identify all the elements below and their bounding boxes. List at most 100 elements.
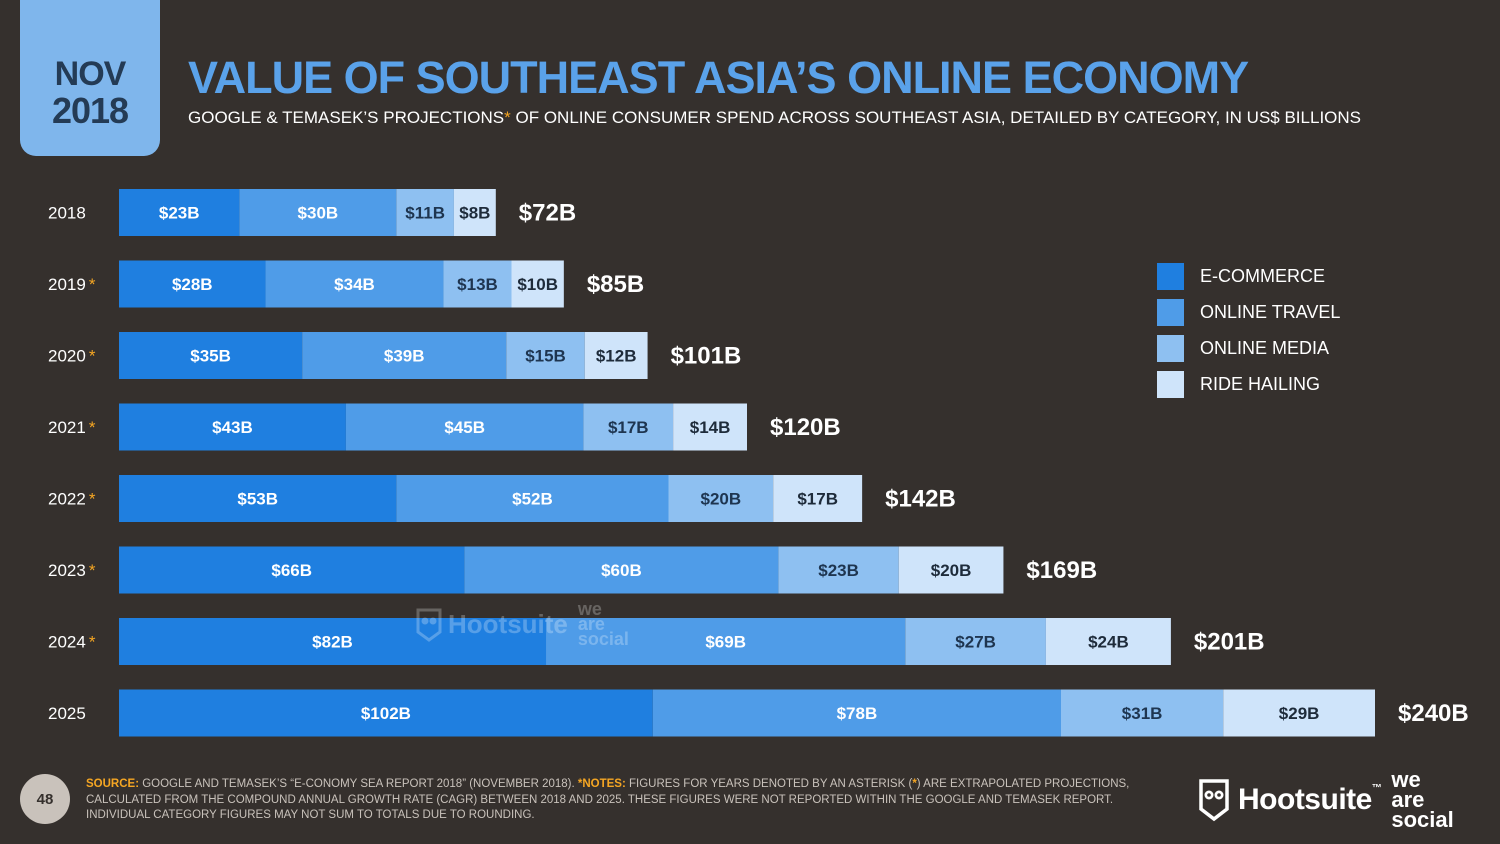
watermark-we: we bbox=[577, 599, 602, 619]
segment-value-label: $20B bbox=[701, 490, 742, 509]
legend-swatch bbox=[1157, 262, 1184, 290]
segment-value-label: $35B bbox=[190, 347, 231, 366]
legend-item: E-COMMERCE bbox=[1157, 258, 1340, 294]
bar-segment bbox=[119, 475, 397, 522]
segment-value-label: $11B bbox=[405, 204, 445, 223]
hootsuite-wordmark: Hootsuite bbox=[1238, 783, 1372, 816]
year-label: 2018 bbox=[48, 204, 86, 223]
bar-segment bbox=[119, 403, 346, 451]
bar-segment bbox=[652, 689, 1061, 737]
bar-segment bbox=[668, 475, 774, 522]
bar-segment bbox=[119, 332, 303, 379]
segment-value-label: $17B bbox=[608, 418, 649, 437]
segment-value-label: $17B bbox=[797, 490, 838, 509]
bar-total-label: $201B bbox=[1194, 629, 1265, 656]
bar-total-label: $120B bbox=[770, 414, 841, 441]
segment-value-label: $78B bbox=[837, 704, 878, 723]
legend-item: ONLINE TRAVEL bbox=[1157, 294, 1340, 330]
bar-segment bbox=[453, 189, 496, 236]
bar-segment bbox=[119, 618, 547, 665]
badge-month: NOV bbox=[54, 55, 127, 93]
bar-total-label: $169B bbox=[1026, 557, 1097, 584]
bar-segment bbox=[584, 332, 648, 379]
bar-segment bbox=[511, 260, 564, 308]
source-label: SOURCE: bbox=[86, 778, 140, 790]
bar-segment bbox=[506, 332, 585, 379]
year-label: 2025 bbox=[48, 704, 86, 723]
brand-logos: Hootsuite™ we are social bbox=[1198, 769, 1454, 832]
legend-label: RIDE HAILING bbox=[1200, 373, 1321, 394]
segment-value-label: $53B bbox=[237, 490, 278, 509]
stacked-bar-chart: 2018 $23B $30B $11B $8B $72B 2019 * $28B $34B $13B… bbox=[48, 189, 1469, 737]
segment-value-label: $20B bbox=[931, 561, 972, 580]
bar-total-label: $72B bbox=[519, 200, 576, 227]
segment-value-label: $14B bbox=[690, 418, 731, 437]
bar-segment bbox=[265, 260, 444, 308]
bar-segment bbox=[119, 546, 465, 594]
notes-label: *NOTES: bbox=[577, 778, 626, 790]
wearesocial-social: social bbox=[1391, 807, 1454, 832]
chart-legend: E-COMMERCE ONLINE TRAVEL ONLINE MEDIA RI… bbox=[1157, 258, 1340, 402]
bar-segment bbox=[119, 189, 240, 236]
bar-segment bbox=[1045, 618, 1171, 665]
segment-value-label: $45B bbox=[444, 418, 485, 437]
segment-value-label: $15B bbox=[525, 347, 566, 366]
watermark-hootsuite: Hootsuite bbox=[448, 609, 568, 639]
bar-segment bbox=[119, 689, 653, 737]
bar-segment bbox=[898, 546, 1004, 594]
watermark: Hootsuite we are social bbox=[416, 599, 629, 649]
year-label: 2021 * bbox=[48, 418, 96, 437]
segment-value-label: $10B bbox=[517, 275, 558, 294]
bar-segment bbox=[1223, 689, 1375, 737]
segment-value-label: $29B bbox=[1279, 704, 1320, 723]
page-number: 48 bbox=[20, 774, 70, 824]
notes-asterisk: * bbox=[912, 778, 917, 790]
bar-segment bbox=[773, 475, 863, 522]
bar-segment bbox=[396, 475, 669, 522]
owl-icon bbox=[416, 608, 442, 642]
segment-value-label: $8B bbox=[459, 204, 490, 223]
bar-segment bbox=[239, 189, 397, 236]
source-text: GOOGLE AND TEMASEK’S “E-CONOMY SEA REPOR… bbox=[139, 778, 578, 790]
year-label: 2023 * bbox=[48, 561, 96, 580]
notes-text: FIGURES FOR YEARS DENOTED BY AN ASTERISK… bbox=[625, 778, 913, 790]
legend-label: ONLINE TRAVEL bbox=[1200, 301, 1341, 322]
segment-value-label: $34B bbox=[334, 275, 375, 294]
watermark-social: social bbox=[577, 629, 629, 649]
bar-segment bbox=[396, 189, 454, 236]
year-label: 2022 * bbox=[48, 490, 96, 509]
bar-total-label: $85B bbox=[587, 271, 644, 298]
bar-total-label: $101B bbox=[671, 343, 742, 370]
watermark-wearesocial: we are social bbox=[577, 599, 629, 649]
segment-value-label: $39B bbox=[384, 347, 425, 366]
segment-value-label: $28B bbox=[172, 275, 213, 294]
page-title: VALUE OF SOUTHEAST ASIA’S ONLINE ECONOMY bbox=[188, 52, 1249, 103]
wearesocial-are: are bbox=[1391, 787, 1425, 812]
watermark-are: are bbox=[577, 614, 605, 634]
subtitle-asterisk: * bbox=[504, 108, 511, 127]
segment-value-label: $24B bbox=[1088, 633, 1129, 652]
bar-total-label: $142B bbox=[885, 486, 956, 513]
segment-value-label: $43B bbox=[212, 418, 253, 437]
segment-value-label: $23B bbox=[818, 561, 859, 580]
segment-value-label: $12B bbox=[596, 347, 637, 366]
segment-value-label: $27B bbox=[955, 633, 996, 652]
date-badge: NOV 2018 bbox=[20, 0, 160, 156]
legend-item: ONLINE MEDIA bbox=[1157, 330, 1340, 366]
segment-value-label: $102B bbox=[361, 704, 411, 723]
segment-value-label: $31B bbox=[1122, 704, 1163, 723]
bar-segment bbox=[546, 618, 906, 665]
page-subtitle: GOOGLE & TEMASEK’S PROJECTIONS* OF ONLIN… bbox=[188, 108, 1361, 128]
segment-value-label: $66B bbox=[271, 561, 312, 580]
bar-segment bbox=[464, 546, 779, 594]
segment-value-label: $52B bbox=[512, 490, 553, 509]
subtitle-text: GOOGLE & TEMASEK’S PROJECTIONS bbox=[188, 108, 505, 127]
badge-year: 2018 bbox=[51, 90, 129, 131]
year-label: 2024 * bbox=[48, 633, 96, 652]
segment-value-label: $23B bbox=[159, 204, 200, 223]
bar-segment bbox=[302, 332, 507, 379]
wearesocial-logo: we are social bbox=[1391, 769, 1454, 832]
bar-segment bbox=[345, 403, 584, 451]
notes-text-rest: ) ARE EXTRAPOLATED PROJECTIONS, CALCULAT… bbox=[86, 778, 1130, 821]
year-label: 2020 * bbox=[48, 347, 96, 366]
